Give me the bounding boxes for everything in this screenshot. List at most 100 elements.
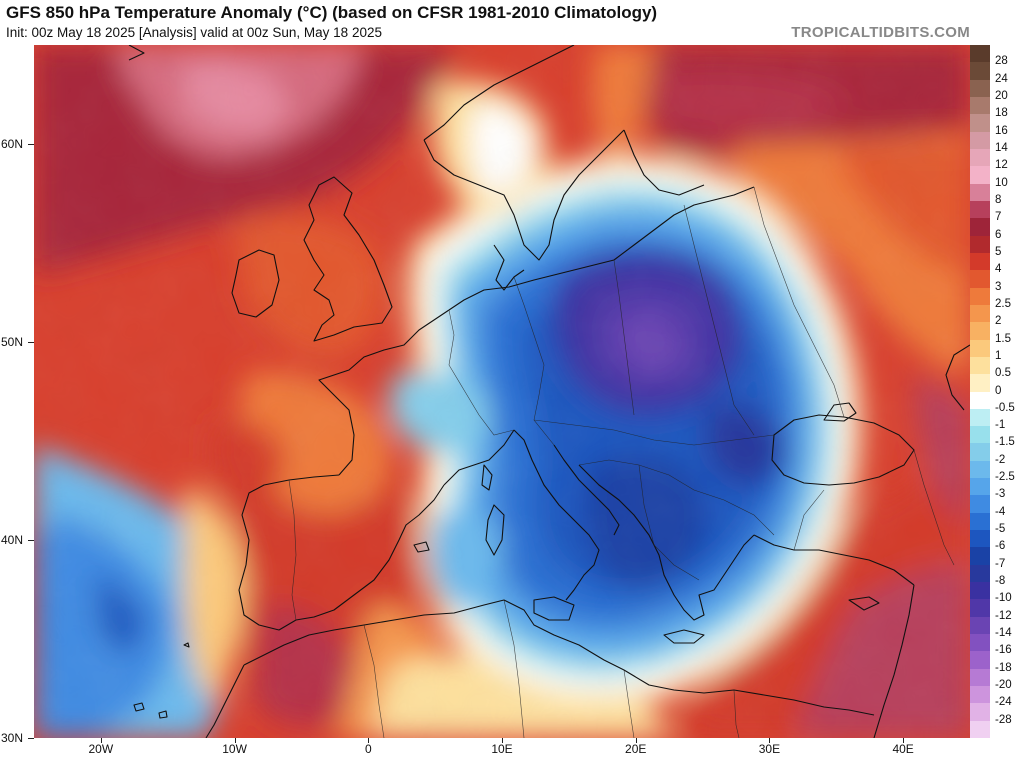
- colorbar-swatch: [970, 304, 990, 323]
- longitude-label: 40E: [892, 742, 914, 756]
- colorbar-label: -18: [995, 661, 1012, 674]
- colorbar-swatch: [970, 460, 990, 479]
- colorbar-swatch: [970, 495, 990, 514]
- colorbar-swatch: [970, 356, 990, 375]
- colorbar-label: -2.5: [995, 471, 1015, 484]
- colorbar-label: -1.5: [995, 436, 1015, 449]
- colorbar-swatch: [970, 252, 990, 271]
- colorbar-label: -1: [995, 419, 1006, 432]
- colorbar-label: 20: [995, 89, 1008, 102]
- country-borders: [288, 186, 955, 738]
- colorbar-swatch: [970, 114, 990, 133]
- colorbar-label: -6: [995, 540, 1006, 553]
- longitude-tick: [903, 738, 905, 743]
- longitude-tick: [769, 738, 771, 743]
- colorbar-label: 16: [995, 124, 1008, 137]
- longitude-label: 10E: [491, 742, 513, 756]
- colorbar-label: -0.5: [995, 401, 1015, 414]
- colorbar-label: -14: [995, 627, 1012, 640]
- colorbar-swatch: [970, 322, 990, 340]
- latitude-tick: [28, 540, 34, 541]
- colorbar-label: 2: [995, 315, 1002, 328]
- colorbar-label: 10: [995, 176, 1008, 189]
- init-valid-time: Init: 00z May 18 2025 [Analysis] valid a…: [6, 25, 382, 40]
- colorbar-swatch: [970, 547, 990, 566]
- colorbar-swatch: [970, 478, 990, 496]
- colorbar: [970, 45, 990, 739]
- latitude-tick: [28, 342, 34, 343]
- longitude-label: 10W: [222, 742, 247, 756]
- colorbar-label: 14: [995, 141, 1008, 154]
- longitude-label: 20W: [88, 742, 114, 756]
- colorbar-swatch: [970, 530, 990, 548]
- colorbar-swatch: [970, 668, 990, 687]
- colorbar-label: 4: [995, 263, 1002, 276]
- longitude-tick: [502, 738, 503, 743]
- colorbar-label: 2.5: [995, 297, 1011, 310]
- colorbar-swatch: [970, 599, 990, 618]
- colorbar-label: 1.5: [995, 332, 1011, 345]
- colorbar-label: -28: [995, 713, 1012, 726]
- colorbar-label: 0: [995, 384, 1002, 397]
- longitude-tick: [368, 738, 370, 743]
- longitude-tick: [100, 738, 102, 743]
- colorbar-label: -12: [995, 609, 1012, 622]
- colorbar-swatch: [970, 166, 990, 185]
- colorbar-label: 8: [995, 193, 1002, 206]
- colorbar-label: -8: [995, 575, 1006, 588]
- longitude-label: 20E: [625, 742, 647, 756]
- colorbar-swatch: [970, 512, 990, 531]
- colorbar-swatch: [970, 651, 990, 670]
- colorbar-swatch: [970, 200, 990, 219]
- colorbar-swatch: [970, 339, 990, 358]
- colorbar-swatch: [970, 703, 990, 722]
- colorbar-label: -5: [995, 523, 1006, 536]
- colorbar-label: 0.5: [995, 367, 1011, 380]
- texture-overlay: [34, 45, 970, 738]
- latitude-tick: [28, 738, 34, 739]
- colorbar-label: -4: [995, 505, 1006, 518]
- colorbar-label: -2: [995, 453, 1006, 466]
- colorbar-label: 5: [995, 245, 1002, 258]
- colorbar-swatch: [970, 235, 990, 254]
- latitude-label: 50N: [1, 335, 24, 349]
- longitude-label: 0: [364, 742, 372, 756]
- colorbar-label: 24: [995, 72, 1008, 85]
- colorbar-label: -16: [995, 644, 1012, 657]
- coastlines: [128, 45, 970, 738]
- colorbar-swatch: [970, 443, 990, 462]
- colorbar-label: 1: [995, 349, 1002, 362]
- colorbar-label: -3: [995, 488, 1006, 501]
- colorbar-swatch: [970, 391, 990, 410]
- colorbar-swatch: [970, 287, 990, 306]
- colorbar-swatch: [970, 79, 990, 98]
- colorbar-label: 28: [995, 55, 1008, 68]
- colorbar-swatch: [970, 131, 990, 150]
- colorbar-swatch: [970, 634, 990, 652]
- colorbar-label: 3: [995, 280, 1002, 293]
- latitude-tick: [28, 144, 34, 145]
- colorbar-swatch: [970, 148, 990, 167]
- colorbar-swatch: [970, 426, 990, 444]
- colorbar-swatch: [970, 183, 990, 202]
- anomaly-map: [34, 45, 970, 738]
- latitude-label: 40N: [1, 533, 24, 547]
- colorbar-label: 18: [995, 107, 1008, 120]
- colorbar-swatch: [970, 616, 990, 635]
- colorbar-swatch: [970, 582, 990, 600]
- longitude-label: 30E: [758, 742, 781, 756]
- colorbar-swatch: [970, 96, 990, 115]
- colorbar-label: -20: [995, 679, 1012, 692]
- colorbar-swatch: [970, 374, 990, 392]
- colorbar-swatch: [970, 686, 990, 704]
- latitude-label: 30N: [1, 731, 24, 745]
- colorbar-swatch: [970, 720, 990, 739]
- colorbar-label: 12: [995, 159, 1008, 172]
- colorbar-label: -10: [995, 592, 1012, 605]
- colorbar-label: -24: [995, 696, 1012, 709]
- colorbar-label: -7: [995, 557, 1006, 570]
- colorbar-swatch: [970, 62, 990, 81]
- colorbar-swatch: [970, 564, 990, 583]
- longitude-tick: [635, 738, 637, 743]
- brand-watermark: TROPICALTIDBITS.COM: [791, 24, 970, 41]
